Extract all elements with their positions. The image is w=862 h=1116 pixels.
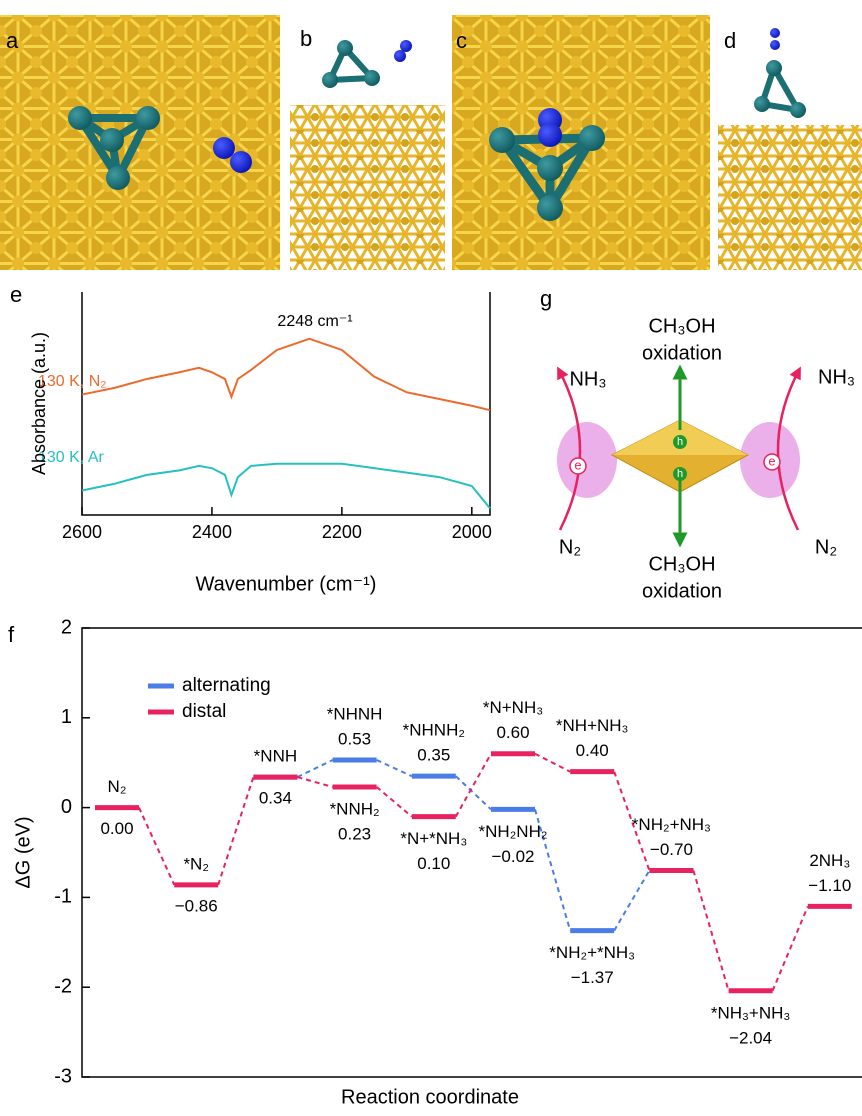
y-tick-label: -1 (54, 886, 72, 908)
x-tick-label: 2200 (322, 522, 362, 542)
connector (375, 786, 413, 818)
axis-frame (81, 292, 491, 516)
x-axis-label: Reaction coordinate (341, 1086, 519, 1108)
connector (217, 776, 255, 886)
x-tick-label: 2400 (192, 522, 232, 542)
annotation: 2248 cm⁻¹ (277, 313, 352, 330)
connector (534, 752, 571, 773)
connector (376, 759, 413, 778)
value-label: −0.70 (650, 840, 693, 859)
x-axis-label: Wavenumber (cm⁻¹) (196, 573, 377, 595)
panel-label: d (724, 28, 736, 53)
state-label: *NH₃+NH₃ (711, 1003, 791, 1022)
hole-label: h (677, 468, 683, 480)
structure-d (718, 28, 862, 270)
top-text: oxidation (642, 342, 722, 364)
reactant-label: N₂ (559, 536, 581, 558)
value-label: −1.37 (571, 968, 614, 987)
value-label: 0.60 (496, 723, 529, 742)
reactant-label: N₂ (815, 536, 837, 558)
connector (613, 869, 651, 932)
state-label: *N+NH₃ (483, 698, 543, 717)
value-label: 0.23 (338, 824, 371, 843)
electron-label: e (768, 453, 775, 468)
value-label: 0.53 (338, 729, 371, 748)
state-label: *NH₂+NH₃ (632, 815, 711, 834)
product-label: NH₃ (569, 368, 606, 390)
state-label: *NHNH (327, 704, 383, 723)
connector (454, 753, 492, 818)
structure-b (290, 40, 445, 270)
value-label: −0.86 (175, 896, 218, 915)
spectrum-line (81, 337, 491, 412)
panel-label: g (540, 286, 552, 311)
bottom-text: CH₃OH (648, 553, 715, 575)
y-tick-label: 0 (61, 796, 72, 818)
series-label: 130 K, N₂ (38, 373, 106, 390)
series-label: 130 K, Ar (38, 449, 104, 466)
value-label: −2.04 (729, 1028, 772, 1047)
panel-label: a (6, 28, 19, 53)
state-label: *NNH₂ (330, 799, 380, 818)
connector (534, 809, 572, 931)
x-tick-label: 2600 (62, 522, 102, 542)
value-label: 0.34 (259, 789, 292, 808)
value-label: 0.10 (417, 854, 450, 873)
state-label: *NH₂+*NH₃ (549, 943, 635, 962)
state-label: 2NH₃ (809, 851, 850, 870)
value-label: 0.40 (576, 741, 609, 760)
connector (455, 775, 492, 811)
state-label: *N+*NH₃ (400, 829, 467, 848)
product-label: NH₃ (818, 366, 855, 388)
panel-label: e (10, 282, 22, 307)
spectrum-line (81, 462, 491, 509)
state-label: *N₂ (183, 854, 209, 873)
legend-label: alternating (182, 675, 271, 696)
connector (138, 807, 176, 886)
top-text: CH₃OH (648, 315, 715, 337)
state-label: *NNH (254, 747, 297, 766)
value-label: 0.35 (417, 746, 450, 765)
connector (296, 759, 334, 778)
electron-label: e (574, 457, 581, 472)
state-label: *NH₂NH₂ (479, 822, 548, 841)
axis-frame (81, 627, 862, 1078)
schematic (557, 364, 801, 548)
connector (297, 776, 333, 788)
hole-label: h (677, 436, 683, 448)
structure-c (452, 15, 710, 270)
y-tick-label: 1 (61, 706, 72, 728)
structure-a (0, 15, 280, 270)
value-label: 0.00 (100, 819, 133, 838)
connector (692, 870, 730, 992)
state-label: *NH+NH₃ (556, 716, 629, 735)
bottom-text: oxidation (642, 580, 722, 602)
state-label: N₂ (108, 777, 127, 796)
legend-label: distal (182, 701, 226, 722)
y-tick-label: -2 (54, 975, 72, 997)
y-axis-label: Absorbance (a.u.) (29, 332, 49, 475)
y-tick-label: -3 (54, 1065, 72, 1087)
state-label: *NHNH₂ (403, 721, 465, 740)
value-label: −1.10 (808, 876, 851, 895)
x-tick-label: 2000 (452, 522, 492, 542)
panel-label: c (456, 28, 467, 53)
value-label: −0.02 (491, 847, 534, 866)
panel-label: f (8, 622, 15, 647)
y-axis-label: ΔG (eV) (12, 816, 34, 888)
y-tick-label: 2 (61, 616, 72, 638)
connector (771, 905, 809, 992)
panel-label: b (300, 26, 312, 51)
